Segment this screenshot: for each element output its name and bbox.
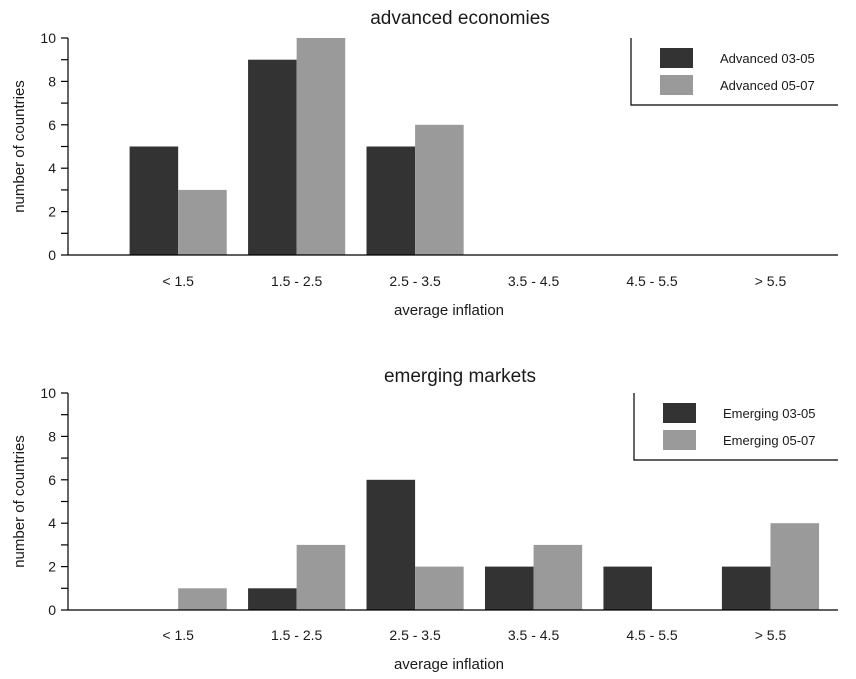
bar-series-2 <box>296 544 346 610</box>
y-tick-label: 6 <box>48 117 56 133</box>
legend-border <box>630 38 838 106</box>
bar-series-2 <box>770 523 820 610</box>
legend-swatch <box>663 403 696 423</box>
y-tick-label: 8 <box>48 428 56 444</box>
bar-series-1 <box>129 146 179 255</box>
y-axis-label: number of countries <box>11 435 28 568</box>
bar-series-1 <box>248 588 297 610</box>
legend: Emerging 03-05 Emerging 05-07 <box>633 393 838 461</box>
bar-series-1 <box>366 479 416 610</box>
x-tick-label: 2.5 - 3.5 <box>389 273 441 289</box>
bar-series-2 <box>296 38 346 255</box>
x-tick-label: 1.5 - 2.5 <box>271 627 323 643</box>
chart-title: emerging markets <box>384 366 536 387</box>
legend-label: Advanced 05-07 <box>720 78 815 93</box>
x-tick-label: 2.5 - 3.5 <box>389 627 441 643</box>
x-tick-label: 3.5 - 4.5 <box>508 273 560 289</box>
bar-series-1 <box>721 566 771 610</box>
y-tick-label: 6 <box>48 472 56 488</box>
x-tick-label: 4.5 - 5.5 <box>626 627 678 643</box>
legend-swatch <box>663 430 696 450</box>
legend-label: Emerging 03-05 <box>723 406 816 421</box>
chart-title: advanced economies <box>370 8 550 29</box>
legend-swatch <box>660 48 693 68</box>
bar-series-2 <box>533 544 583 610</box>
legend: Advanced 03-05 Advanced 05-07 <box>630 38 838 106</box>
bar-series-1 <box>248 59 297 256</box>
legend-swatch <box>660 75 693 95</box>
y-tick-label: 10 <box>40 385 56 401</box>
bar-series-2 <box>415 566 464 610</box>
y-axis-label: number of countries <box>11 80 28 213</box>
y-tick-label: 2 <box>48 559 56 575</box>
x-tick-label: 4.5 - 5.5 <box>626 273 678 289</box>
bar-series-1 <box>484 566 534 610</box>
x-tick-label: < 1.5 <box>162 273 194 289</box>
y-tick-label: 8 <box>48 73 56 89</box>
y-tick-label: 0 <box>48 602 56 618</box>
y-tick-label: 2 <box>48 204 56 220</box>
chart-panel-1: advanced economies 0 2 4 6 8 10 number of count… <box>11 8 838 319</box>
x-tick-label: > 5.5 <box>755 627 787 643</box>
x-tick-label: 3.5 - 4.5 <box>508 627 560 643</box>
chart-panel-2: emerging markets 0 2 4 6 8 10 number of countri… <box>11 366 838 673</box>
legend-label: Emerging 05-07 <box>723 433 816 448</box>
bar-series-2 <box>178 588 227 610</box>
x-axis-label: average inflation <box>394 302 504 319</box>
x-tick-label: > 5.5 <box>755 273 787 289</box>
legend-label: Advanced 03-05 <box>720 51 815 66</box>
x-axis-label: average inflation <box>394 656 504 673</box>
bar-series-2 <box>415 124 464 255</box>
x-tick-label: 1.5 - 2.5 <box>271 273 323 289</box>
bar-series-2 <box>178 189 227 255</box>
bar-series-1 <box>366 146 416 255</box>
bar-series-1 <box>603 566 653 610</box>
y-tick-label: 0 <box>48 247 56 263</box>
y-tick-label: 10 <box>40 30 56 46</box>
x-tick-label: < 1.5 <box>162 627 194 643</box>
y-tick-label: 4 <box>48 515 56 531</box>
y-tick-label: 4 <box>48 160 56 176</box>
legend-border <box>633 393 838 461</box>
